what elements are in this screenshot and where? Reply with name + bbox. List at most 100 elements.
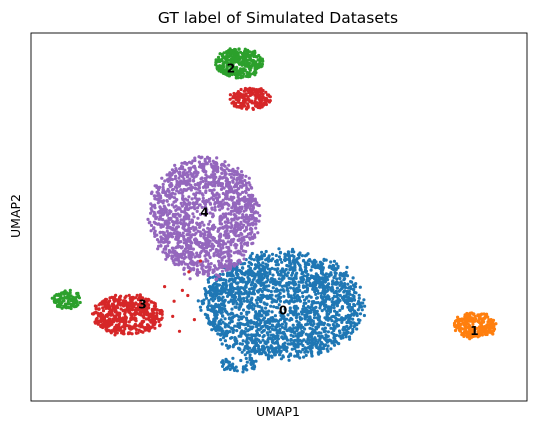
- cluster-0-point-1064: [241, 280, 245, 284]
- cluster-3-point-3129: [110, 295, 114, 299]
- cluster-4-point-4677: [191, 247, 195, 251]
- cluster-4-point-4450: [244, 213, 248, 217]
- cluster-4-point-4769: [254, 217, 258, 221]
- cluster-4-point-4334: [170, 173, 174, 177]
- cluster-4-point-4410: [234, 205, 238, 209]
- cluster-4-point-4728: [156, 194, 160, 198]
- cluster-2-point-2567: [231, 51, 235, 55]
- cluster-0-point-1812: [246, 341, 250, 345]
- cluster-0-point-1481: [232, 293, 236, 298]
- cluster-0-point-1289: [238, 287, 242, 291]
- cluster-0-point-1452: [280, 284, 284, 288]
- cluster-0-point-1727: [220, 310, 224, 314]
- cluster-0-point-288: [273, 314, 277, 318]
- cluster-0-point-2083: [247, 278, 251, 282]
- cluster-0-point-1803: [317, 352, 321, 356]
- cluster-0-point-1537: [247, 290, 252, 294]
- cluster-1-point-2216: [485, 312, 489, 316]
- cluster-3-point-3369: [102, 319, 106, 323]
- cluster-0-point-1871: [266, 256, 270, 261]
- cluster-0-point-716: [301, 270, 305, 274]
- cluster-0-point-1697: [237, 294, 241, 298]
- cluster-0-point-1091: [308, 315, 312, 319]
- cluster-0-point-1778: [321, 297, 325, 301]
- cluster-4-point-4833: [188, 166, 193, 170]
- cluster-0-point-1730: [337, 329, 342, 333]
- cluster-1-point-2335: [464, 331, 468, 335]
- cluster-3-point-3315: [104, 297, 109, 302]
- cluster-0-point-1825: [297, 253, 301, 257]
- cluster-4-point-3920: [168, 171, 172, 175]
- cluster-0-point-1478: [293, 268, 297, 272]
- cluster-0-point-2078: [250, 273, 254, 277]
- cluster-0-point-2108: [217, 283, 222, 287]
- cluster-4-point-4819: [229, 238, 234, 242]
- cluster-0-point-479: [198, 305, 202, 309]
- cluster-1-point-2333: [470, 335, 474, 339]
- cluster-0-point-1550: [319, 261, 323, 265]
- cluster-0-point-1218: [252, 320, 256, 324]
- cluster-0-point-1954: [237, 290, 241, 294]
- cluster-0-point-718: [289, 262, 293, 266]
- cluster-4-point-4580: [187, 244, 191, 248]
- cluster-4-point-4804: [196, 216, 200, 220]
- cluster-0-point-821: [280, 278, 284, 282]
- cluster-4-point-4827: [191, 174, 195, 179]
- cluster-0-point-1428: [329, 339, 333, 343]
- cluster-2-point-2524: [232, 53, 236, 57]
- cluster-0-point-440: [264, 249, 268, 254]
- cluster-0-point-1173: [326, 318, 330, 322]
- cluster-4-point-4544: [160, 208, 164, 212]
- cluster-4-point-4764: [197, 197, 201, 201]
- cluster-3-point-3283: [132, 296, 136, 300]
- stray-point-4987: [198, 259, 203, 263]
- cluster-2b-point-2777: [242, 93, 246, 97]
- cluster-4-point-4760: [240, 181, 244, 185]
- cluster-3-point-3243: [126, 324, 130, 328]
- cluster-0-point-1931: [319, 340, 323, 345]
- cluster-4-point-4237: [225, 227, 229, 231]
- cluster-4-point-4588: [197, 155, 201, 159]
- cluster-0-point-1532: [336, 293, 340, 297]
- cluster-0-point-1519: [329, 305, 333, 309]
- cluster-4-point-4603: [251, 199, 255, 203]
- cluster-2b-point-2850: [265, 93, 270, 97]
- cluster-0-point-1616: [244, 327, 248, 331]
- cluster-4-point-4608: [179, 222, 183, 226]
- cluster-0-point-1819: [344, 299, 348, 303]
- cluster-4-point-3941: [230, 262, 234, 266]
- cluster-2b-point-2845: [233, 92, 238, 96]
- cluster-0-point-2032: [244, 364, 248, 368]
- cluster-4-point-4765: [227, 203, 231, 207]
- cluster-0-point-972: [271, 324, 275, 328]
- cluster-0-point-1018: [220, 303, 224, 307]
- cluster-4-point-3932: [195, 251, 199, 255]
- cluster-4-point-4285: [179, 179, 183, 183]
- cluster-0-point-482: [233, 324, 237, 328]
- stray-point-4986: [163, 285, 167, 289]
- cluster-0-point-1989: [352, 302, 356, 307]
- cluster-4-point-4575: [197, 254, 201, 258]
- cluster-0-point-1462: [258, 288, 262, 292]
- cluster-0-point-1627: [319, 322, 323, 326]
- cluster-4-point-4688: [210, 226, 214, 231]
- cluster-4-point-4095: [234, 246, 238, 250]
- cluster-2-point-2622: [244, 64, 248, 68]
- cluster-1-point-2307: [470, 328, 474, 332]
- cluster-4-point-3722: [190, 185, 195, 190]
- cluster-4-point-4347: [212, 194, 216, 198]
- cluster-4-point-4749: [198, 162, 202, 166]
- cluster-4-point-4707: [199, 165, 204, 169]
- cluster-0-point-986: [264, 306, 268, 310]
- cluster-4-point-4458: [214, 196, 218, 200]
- cluster-4-point-4716: [209, 162, 213, 166]
- cluster-4-point-3520: [227, 197, 231, 201]
- cluster-0-point-1917: [233, 338, 237, 342]
- cluster-1-point-2311: [465, 314, 469, 318]
- cluster-4-point-4856: [156, 201, 160, 205]
- cluster-0-point-2068: [255, 279, 259, 283]
- cluster-2-point-2617: [256, 58, 260, 62]
- cluster-1-point-2303: [486, 326, 491, 330]
- cluster-3-point-3310: [152, 319, 156, 323]
- cluster-0-point-1470: [255, 255, 259, 259]
